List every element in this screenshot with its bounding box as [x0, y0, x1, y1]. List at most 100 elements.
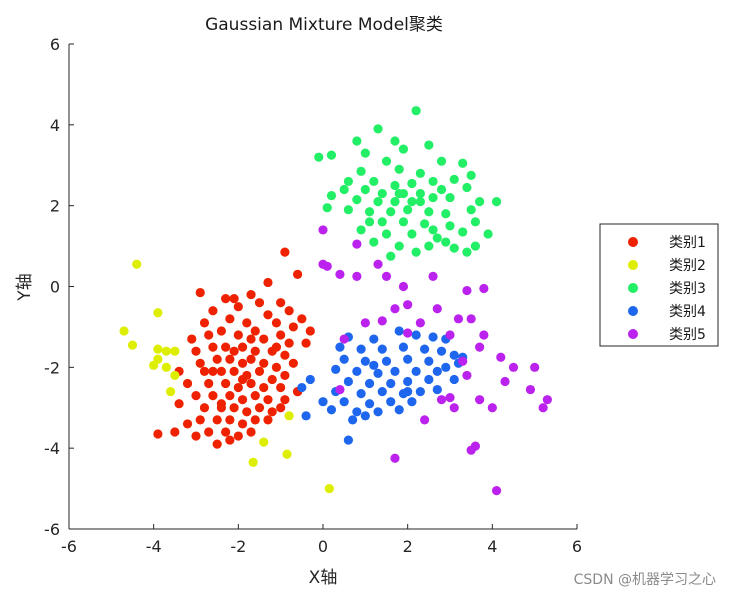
data-point	[386, 397, 396, 407]
data-point	[373, 124, 383, 134]
data-point	[475, 342, 485, 352]
data-point	[491, 197, 502, 207]
legend-marker	[628, 329, 638, 339]
data-point	[377, 316, 387, 326]
data-point	[248, 457, 258, 467]
data-point	[326, 150, 337, 160]
data-point	[352, 239, 362, 249]
data-point	[225, 435, 235, 445]
data-point	[403, 354, 413, 364]
data-point	[191, 431, 201, 441]
data-point	[297, 382, 307, 393]
legend-label: 类别2	[669, 258, 706, 274]
legend-label: 类别4	[669, 304, 706, 320]
data-point	[263, 277, 273, 288]
data-point	[403, 386, 413, 397]
data-point	[335, 384, 345, 395]
y-tick-label: -2	[44, 358, 60, 377]
data-point	[187, 334, 197, 344]
y-tick-label: 4	[50, 116, 60, 135]
data-point	[403, 205, 413, 215]
data-point	[364, 207, 375, 217]
data-point	[301, 338, 311, 348]
data-point	[318, 397, 328, 407]
data-point	[318, 259, 328, 269]
data-point	[280, 370, 290, 381]
data-point	[449, 374, 459, 385]
data-point	[466, 205, 476, 215]
legend-label: 类别1	[669, 235, 706, 251]
data-point	[259, 382, 269, 393]
chart-title: Gaussian Mixture Model聚类	[205, 15, 443, 35]
data-point	[242, 318, 252, 328]
data-point	[225, 415, 235, 425]
data-point	[280, 247, 290, 257]
x-tick-label: 2	[403, 537, 413, 556]
data-point	[360, 148, 370, 158]
data-point	[216, 326, 226, 336]
data-point	[411, 330, 421, 340]
data-point	[204, 330, 214, 340]
data-point	[381, 229, 392, 239]
legend-marker	[628, 237, 638, 247]
data-point	[525, 384, 536, 395]
legend-marker	[628, 306, 638, 316]
data-point	[348, 415, 358, 425]
data-point	[390, 136, 400, 146]
data-point	[191, 391, 201, 401]
data-point	[221, 378, 231, 389]
data-point	[432, 304, 442, 314]
data-point	[282, 449, 292, 459]
data-point	[132, 259, 142, 269]
data-point	[170, 346, 180, 356]
data-point	[500, 376, 510, 387]
data-point	[496, 352, 506, 362]
y-tick-label: 0	[50, 278, 60, 297]
data-point	[314, 152, 324, 162]
data-point	[263, 395, 273, 405]
legend-box	[599, 223, 719, 347]
data-point	[352, 407, 362, 417]
data-point	[170, 427, 180, 437]
data-point	[449, 350, 459, 360]
data-point	[331, 364, 341, 374]
data-point	[166, 386, 176, 397]
data-point	[436, 346, 447, 356]
data-point	[208, 306, 218, 316]
plot-area	[69, 44, 577, 529]
data-point	[369, 237, 379, 247]
data-point	[259, 437, 269, 447]
series-1	[153, 247, 315, 449]
data-point	[195, 358, 205, 368]
data-point	[390, 304, 400, 314]
data-point	[343, 176, 353, 187]
x-tick-label: 4	[487, 537, 497, 556]
y-tick-label: -6	[44, 520, 60, 539]
data-point	[276, 382, 286, 393]
data-point	[246, 378, 256, 389]
data-point	[373, 407, 383, 417]
data-point	[462, 370, 472, 381]
data-point	[377, 188, 387, 199]
data-point	[153, 308, 163, 318]
data-point	[356, 166, 366, 176]
data-point	[407, 178, 417, 189]
data-point	[436, 184, 447, 195]
data-point	[428, 192, 438, 203]
data-point	[445, 393, 455, 403]
data-point	[475, 197, 485, 207]
data-point	[208, 342, 218, 352]
data-point	[212, 439, 222, 449]
y-tick-label: 6	[50, 35, 60, 54]
data-point	[352, 195, 362, 205]
data-point	[182, 378, 193, 389]
data-point	[360, 356, 370, 366]
data-point	[369, 360, 379, 370]
data-point	[407, 229, 417, 239]
data-point	[462, 285, 472, 296]
data-point	[233, 431, 243, 441]
data-point	[339, 397, 349, 407]
data-point	[470, 217, 480, 227]
data-point	[233, 382, 243, 393]
data-point	[487, 403, 497, 413]
